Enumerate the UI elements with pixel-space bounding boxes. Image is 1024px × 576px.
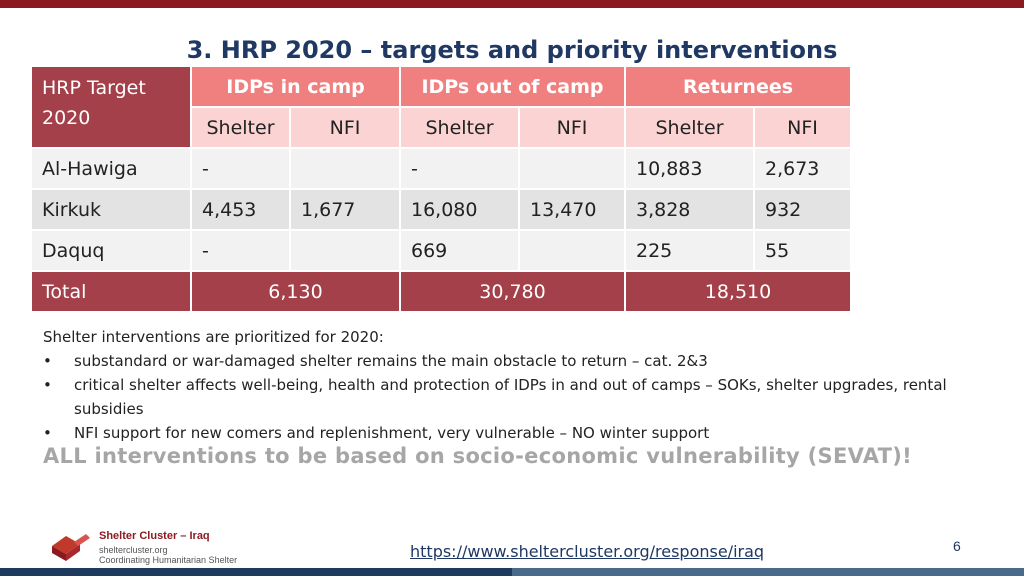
total-idps-out-of-camp: 30,780 <box>401 272 626 313</box>
subheader-nfi: NFI <box>755 108 852 149</box>
table-cell: 3,828 <box>626 190 755 231</box>
shelter-cluster-logo-icon <box>52 534 90 561</box>
bullet-marker: • <box>43 376 52 394</box>
bullet-marker: • <box>43 352 52 370</box>
page-title: 3. HRP 2020 – targets and priority inter… <box>186 36 838 64</box>
org-block: Shelter Cluster – Iraq sheltercluster.or… <box>99 530 237 565</box>
bottom-accent-bar <box>0 568 1024 576</box>
table-cell: 669 <box>401 231 520 272</box>
response-url-link[interactable]: https://www.sheltercluster.org/response/… <box>410 542 765 561</box>
org-site: sheltercluster.org <box>99 545 168 555</box>
table-cell: 932 <box>755 190 852 231</box>
row-label: Kirkuk <box>32 190 192 231</box>
table-cell <box>520 149 626 190</box>
org-name: Shelter Cluster – Iraq <box>99 530 210 542</box>
subheader-shelter: Shelter <box>401 108 520 149</box>
group-header-idps-in-camp: IDPs in camp <box>192 67 401 108</box>
table-cell: 4,453 <box>192 190 291 231</box>
table-cell: 55 <box>755 231 852 272</box>
bullet-marker: • <box>43 424 52 442</box>
table-row: Daquq - 669 225 55 <box>32 231 852 272</box>
bullet-text: critical shelter affects well-being, hea… <box>74 376 947 418</box>
table-cell: 16,080 <box>401 190 520 231</box>
group-header-returnees: Returnees <box>626 67 852 108</box>
subheader-nfi: NFI <box>291 108 401 149</box>
sevat-headline: ALL interventions to be based on socio-e… <box>43 444 913 468</box>
table-cell: 1,677 <box>291 190 401 231</box>
bottom-bar-left <box>0 568 512 576</box>
table-cell <box>520 231 626 272</box>
list-item: • NFI support for new comers and repleni… <box>43 421 993 445</box>
subheader-nfi: NFI <box>520 108 626 149</box>
table-cell <box>291 149 401 190</box>
table-cell: - <box>401 149 520 190</box>
top-accent-bar <box>0 0 1024 8</box>
subheader-shelter: Shelter <box>626 108 755 149</box>
total-returnees: 18,510 <box>626 272 852 313</box>
corner-line-1: HRP Target <box>42 77 146 99</box>
table-corner-header: HRP Target 2020 <box>32 67 192 149</box>
bottom-bar-right <box>512 568 1024 576</box>
table-cell: 2,673 <box>755 149 852 190</box>
table-cell <box>291 231 401 272</box>
total-label: Total <box>32 272 192 313</box>
table-cell: 225 <box>626 231 755 272</box>
table-total-row: Total 6,130 30,780 18,510 <box>32 272 852 313</box>
page-number: 6 <box>953 538 961 554</box>
table-cell: 10,883 <box>626 149 755 190</box>
org-tagline: Coordinating Humanitarian Shelter <box>99 555 238 565</box>
list-item: • critical shelter affects well-being, h… <box>43 373 993 421</box>
hrp-targets-table: HRP Target 2020 IDPs in camp IDPs out of… <box>32 67 852 313</box>
row-label: Al-Hawiga <box>32 149 192 190</box>
group-header-idps-out-of-camp: IDPs out of camp <box>401 67 626 108</box>
bullet-text: NFI support for new comers and replenish… <box>74 424 710 442</box>
list-item: • substandard or war-damaged shelter rem… <box>43 349 993 373</box>
table-row: Al-Hawiga - - 10,883 2,673 <box>32 149 852 190</box>
table-cell: 13,470 <box>520 190 626 231</box>
table-row: Kirkuk 4,453 1,677 16,080 13,470 3,828 9… <box>32 190 852 231</box>
total-idps-in-camp: 6,130 <box>192 272 401 313</box>
notes-intro: Shelter interventions are prioritized fo… <box>43 328 384 346</box>
corner-line-2: 2020 <box>42 107 91 129</box>
bullet-text: substandard or war-damaged shelter remai… <box>74 352 708 370</box>
priority-notes: Shelter interventions are prioritized fo… <box>43 325 993 445</box>
subheader-shelter: Shelter <box>192 108 291 149</box>
table-cell: - <box>192 231 291 272</box>
row-label: Daquq <box>32 231 192 272</box>
table-cell: - <box>192 149 291 190</box>
